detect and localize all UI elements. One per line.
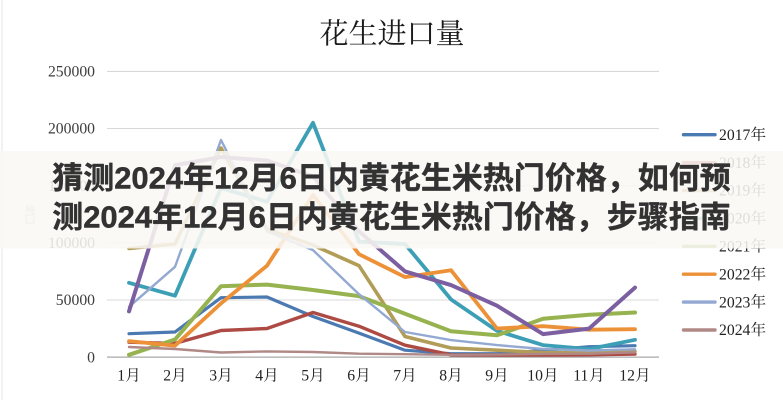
svg-text:3: 3 [209, 368, 217, 385]
svg-text:1: 1 [117, 368, 125, 385]
svg-text:7: 7 [393, 368, 401, 385]
svg-text:12: 12 [619, 368, 635, 385]
svg-text:2: 2 [118, 200, 135, 235]
svg-text:9: 9 [485, 368, 493, 385]
svg-text:250000: 250000 [48, 64, 95, 81]
svg-text:2017: 2017 [719, 127, 751, 144]
svg-text:50000: 50000 [56, 292, 95, 309]
svg-text:5: 5 [301, 368, 309, 385]
svg-text:2023: 2023 [719, 294, 751, 311]
svg-text:2022: 2022 [719, 266, 750, 283]
svg-text:2: 2 [83, 200, 100, 235]
svg-text:1: 1 [183, 200, 200, 235]
svg-text:4: 4 [166, 161, 184, 196]
svg-text:1: 1 [214, 161, 231, 196]
svg-text:2: 2 [114, 161, 131, 196]
svg-text:0: 0 [131, 161, 148, 196]
svg-text:4: 4 [255, 368, 263, 385]
svg-text:6: 6 [249, 200, 266, 235]
svg-text:0: 0 [87, 349, 95, 366]
svg-text:2: 2 [200, 200, 217, 235]
svg-text:11: 11 [573, 368, 588, 385]
svg-text:6: 6 [280, 161, 297, 196]
svg-text:2: 2 [231, 161, 248, 196]
svg-text:2: 2 [149, 161, 166, 196]
svg-text:2024: 2024 [719, 322, 751, 339]
svg-text:4: 4 [135, 200, 153, 235]
svg-text:6: 6 [347, 368, 355, 385]
svg-text:200000: 200000 [48, 121, 95, 138]
svg-text:2: 2 [163, 368, 171, 385]
svg-text:10: 10 [527, 368, 543, 385]
svg-text:8: 8 [439, 368, 447, 385]
svg-text:0: 0 [100, 200, 117, 235]
